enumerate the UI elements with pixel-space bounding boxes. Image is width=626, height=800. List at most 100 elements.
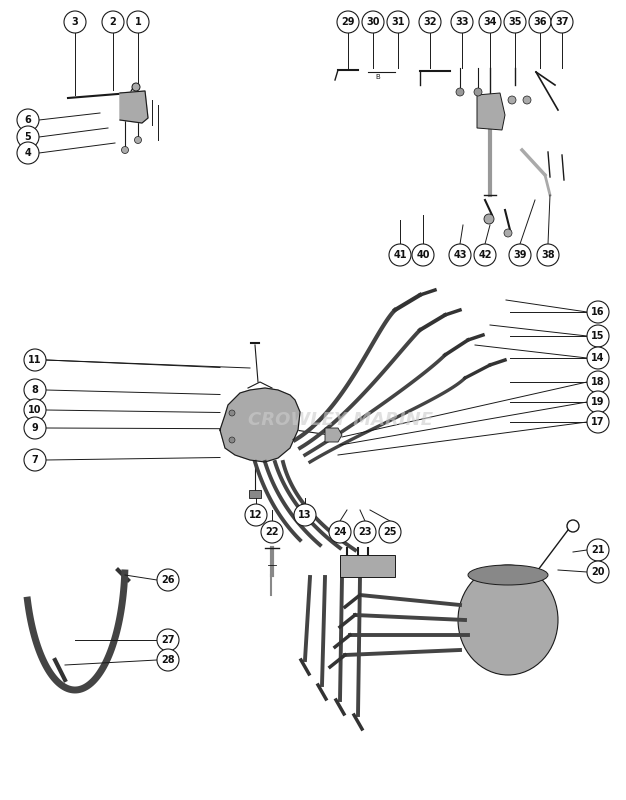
Circle shape xyxy=(523,96,531,104)
Text: 3: 3 xyxy=(71,17,78,27)
Text: 10: 10 xyxy=(28,405,42,415)
Circle shape xyxy=(157,569,179,591)
Circle shape xyxy=(24,449,46,471)
Circle shape xyxy=(17,126,39,148)
Circle shape xyxy=(587,561,609,583)
Circle shape xyxy=(337,11,359,33)
Circle shape xyxy=(474,88,482,96)
Text: 41: 41 xyxy=(393,250,407,260)
Text: 42: 42 xyxy=(478,250,492,260)
Text: 22: 22 xyxy=(265,527,279,537)
Circle shape xyxy=(456,88,464,96)
Circle shape xyxy=(504,229,512,237)
Circle shape xyxy=(362,11,384,33)
Text: 40: 40 xyxy=(416,250,430,260)
Circle shape xyxy=(474,244,496,266)
Polygon shape xyxy=(325,428,342,442)
Text: 21: 21 xyxy=(591,545,605,555)
Text: 43: 43 xyxy=(453,250,467,260)
Text: 7: 7 xyxy=(32,455,38,465)
Circle shape xyxy=(449,244,471,266)
Text: 2: 2 xyxy=(110,17,116,27)
Text: 27: 27 xyxy=(162,635,175,645)
Text: 34: 34 xyxy=(483,17,497,27)
Circle shape xyxy=(509,244,531,266)
Text: 39: 39 xyxy=(513,250,526,260)
Text: 32: 32 xyxy=(423,17,437,27)
Text: 12: 12 xyxy=(249,510,263,520)
Polygon shape xyxy=(477,93,505,130)
Circle shape xyxy=(484,214,494,224)
Text: 16: 16 xyxy=(591,307,605,317)
Text: 23: 23 xyxy=(358,527,372,537)
Circle shape xyxy=(24,379,46,401)
Circle shape xyxy=(587,325,609,347)
Text: 38: 38 xyxy=(541,250,555,260)
Text: 35: 35 xyxy=(508,17,521,27)
Text: 24: 24 xyxy=(333,527,347,537)
Text: CROWLEY MARINE: CROWLEY MARINE xyxy=(247,411,433,429)
Circle shape xyxy=(64,11,86,33)
Circle shape xyxy=(587,391,609,413)
Circle shape xyxy=(17,142,39,164)
Ellipse shape xyxy=(458,565,558,675)
Text: B: B xyxy=(376,74,381,80)
Text: 13: 13 xyxy=(298,510,312,520)
Circle shape xyxy=(389,244,411,266)
Text: 18: 18 xyxy=(591,377,605,387)
Text: 26: 26 xyxy=(162,575,175,585)
Text: 14: 14 xyxy=(591,353,605,363)
Circle shape xyxy=(121,146,128,154)
Circle shape xyxy=(17,109,39,131)
Circle shape xyxy=(132,83,140,91)
Circle shape xyxy=(587,371,609,393)
Circle shape xyxy=(127,11,149,33)
Text: 31: 31 xyxy=(391,17,405,27)
Text: 5: 5 xyxy=(24,132,31,142)
Circle shape xyxy=(229,437,235,443)
Circle shape xyxy=(508,96,516,104)
Circle shape xyxy=(412,244,434,266)
Text: 19: 19 xyxy=(591,397,605,407)
Text: 30: 30 xyxy=(366,17,380,27)
Polygon shape xyxy=(220,388,300,462)
Circle shape xyxy=(529,11,551,33)
Circle shape xyxy=(587,347,609,369)
Text: 29: 29 xyxy=(341,17,355,27)
Circle shape xyxy=(419,11,441,33)
Circle shape xyxy=(102,11,124,33)
Circle shape xyxy=(135,137,141,143)
Text: 11: 11 xyxy=(28,355,42,365)
Text: 1: 1 xyxy=(135,17,141,27)
Circle shape xyxy=(379,521,401,543)
Text: 28: 28 xyxy=(161,655,175,665)
Bar xyxy=(340,555,395,577)
Text: 6: 6 xyxy=(24,115,31,125)
Text: 17: 17 xyxy=(591,417,605,427)
Text: 33: 33 xyxy=(455,17,469,27)
Text: 37: 37 xyxy=(555,17,569,27)
Polygon shape xyxy=(120,91,148,123)
Circle shape xyxy=(329,521,351,543)
Circle shape xyxy=(294,504,316,526)
Text: 36: 36 xyxy=(533,17,546,27)
Text: 20: 20 xyxy=(591,567,605,577)
Circle shape xyxy=(157,629,179,651)
Text: 4: 4 xyxy=(24,148,31,158)
Circle shape xyxy=(354,521,376,543)
Circle shape xyxy=(451,11,473,33)
Bar xyxy=(249,490,261,498)
Circle shape xyxy=(24,349,46,371)
Circle shape xyxy=(387,11,409,33)
Circle shape xyxy=(24,417,46,439)
Ellipse shape xyxy=(468,565,548,585)
Circle shape xyxy=(245,504,267,526)
Circle shape xyxy=(587,539,609,561)
Text: 15: 15 xyxy=(591,331,605,341)
Circle shape xyxy=(157,649,179,671)
Circle shape xyxy=(587,301,609,323)
Text: 9: 9 xyxy=(32,423,38,433)
Circle shape xyxy=(587,411,609,433)
Circle shape xyxy=(229,410,235,416)
Text: 25: 25 xyxy=(383,527,397,537)
